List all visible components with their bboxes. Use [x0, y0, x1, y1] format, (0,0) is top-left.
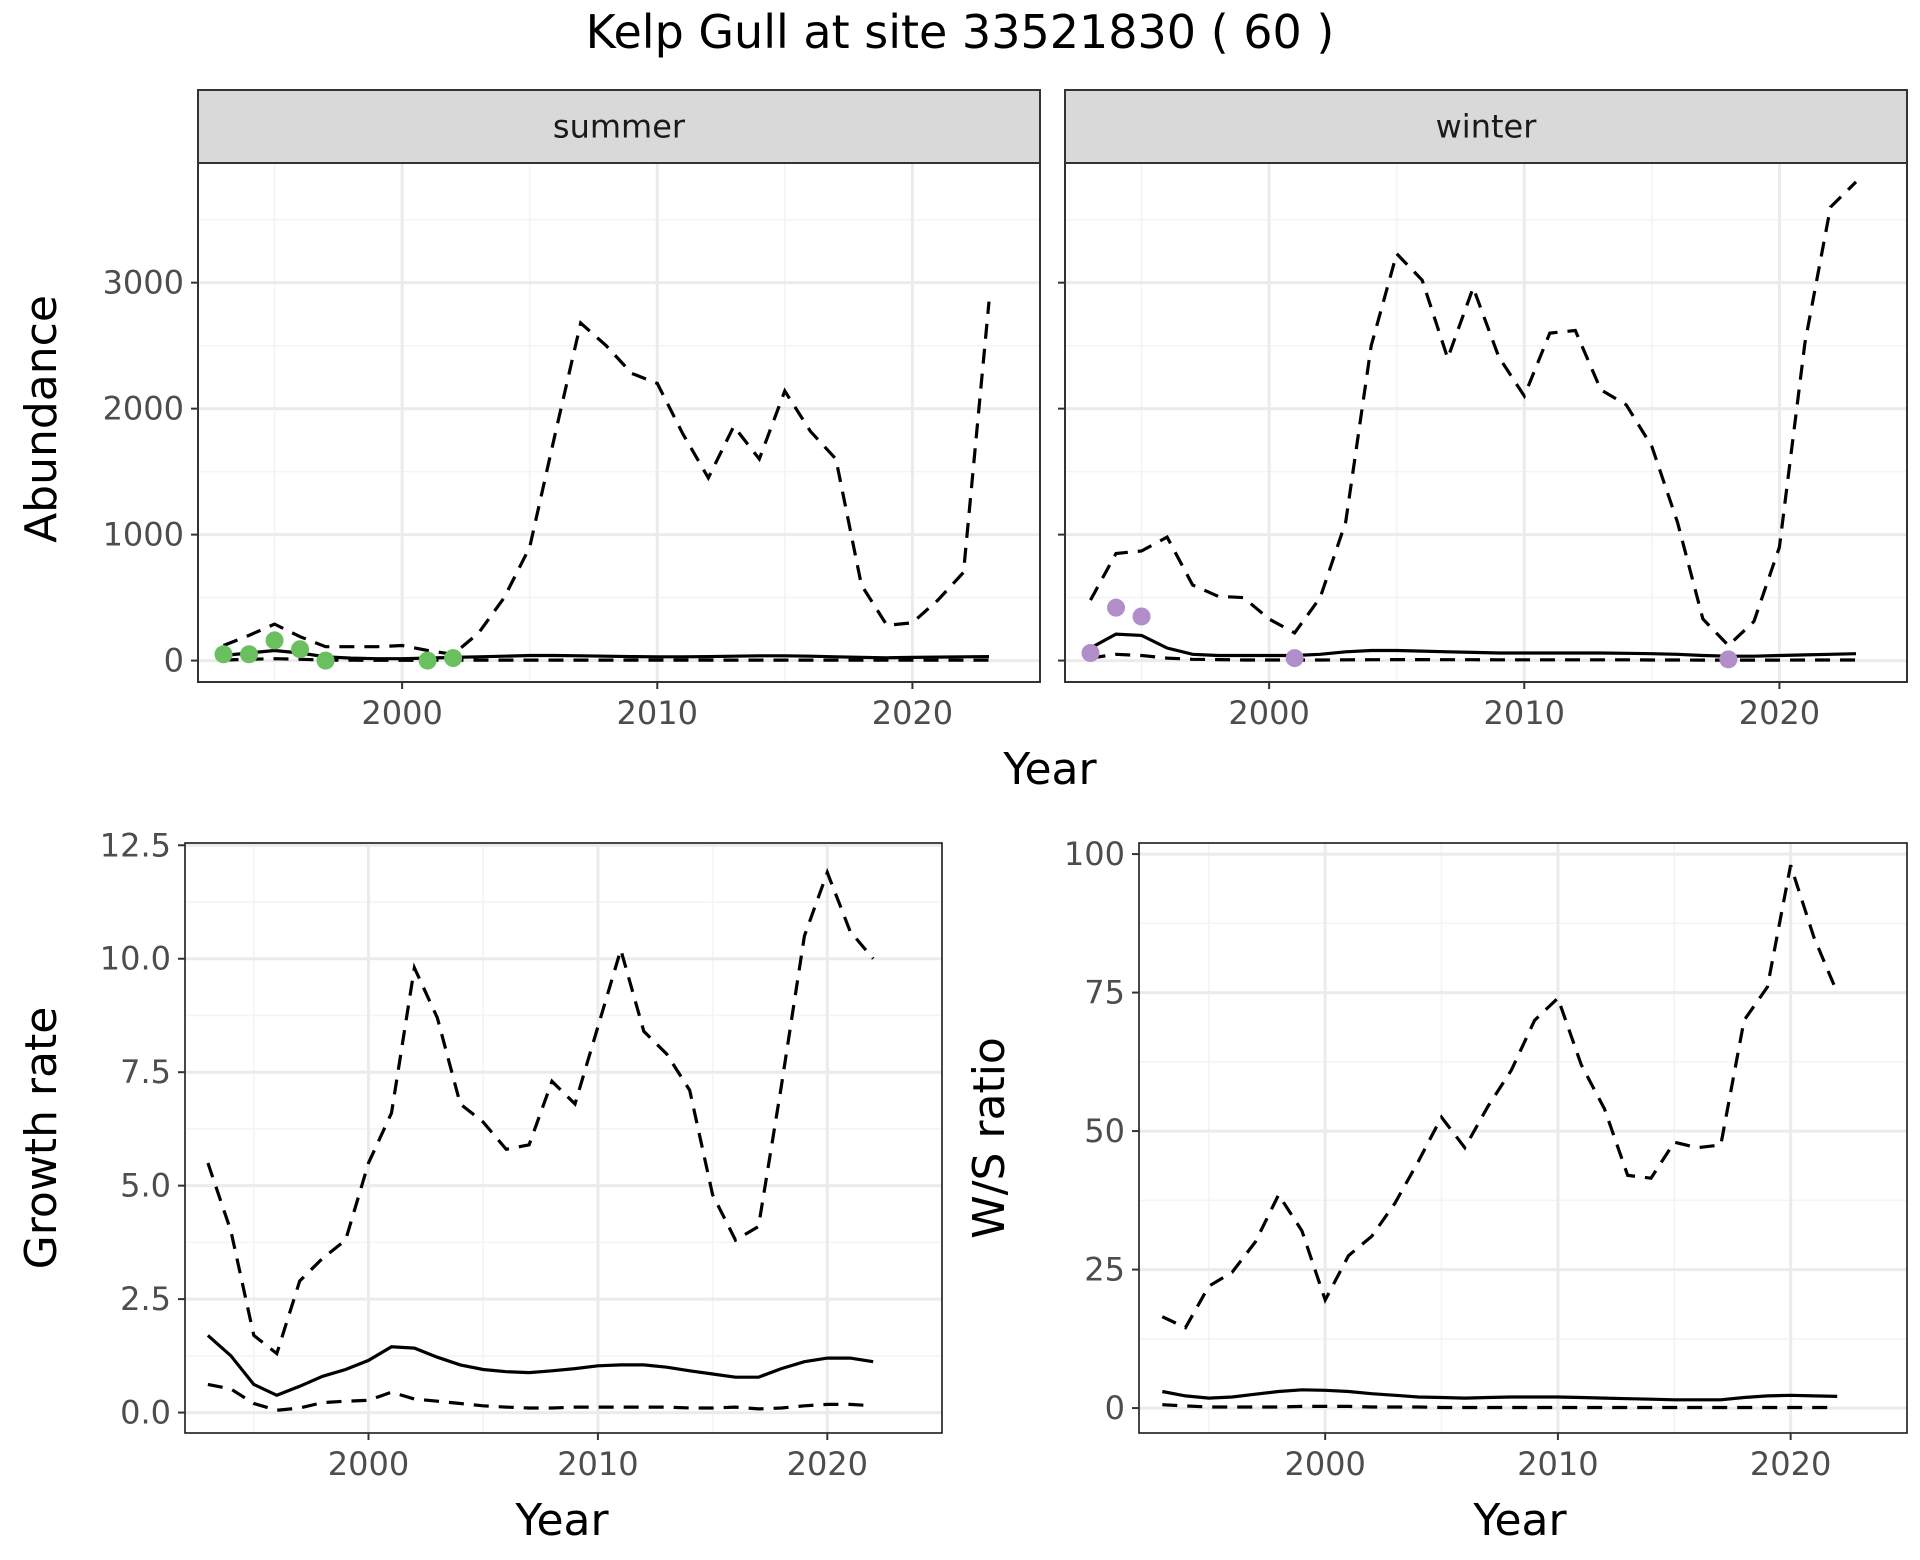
panel-border: [184, 842, 943, 1434]
observed-point: [1081, 644, 1100, 663]
x-tick-label: 2000: [361, 694, 442, 732]
series-estimate-line: [223, 648, 990, 661]
y-tick-label: 10.0: [100, 940, 171, 978]
x-tick-label: 2000: [328, 1445, 409, 1483]
observed-point: [214, 645, 233, 664]
x-tick-label: 2020: [787, 1445, 868, 1483]
figure-title: Kelp Gull at site 33521830 ( 60 ): [586, 5, 1335, 59]
x-tick-label: 2020: [872, 694, 953, 732]
observed-point: [418, 651, 437, 670]
panel-border: [197, 162, 1041, 683]
panel-border: [1138, 842, 1908, 1434]
x-tick-label: 2000: [1228, 694, 1309, 732]
facet-strip: [197, 89, 1041, 164]
x-tick-label: 2010: [1517, 1445, 1598, 1483]
y-tick-label: 12.5: [100, 826, 171, 864]
growth-rate-x-axis-title: Year: [514, 1495, 609, 1546]
x-tick-label: 2010: [557, 1445, 638, 1483]
observed-point: [265, 631, 284, 650]
y-tick-label: 0.0: [120, 1394, 171, 1432]
x-tick-label: 2000: [1284, 1445, 1365, 1483]
y-tick-label: 1000: [103, 516, 184, 554]
growth-rate-panel: 2000 2010 2020 0.0 2.5 5.0 7.5 10.0 12.5: [100, 826, 943, 1483]
series-lower-line: [223, 657, 989, 662]
y-tick-label: 0: [164, 642, 184, 680]
y-tick-label: 75: [1084, 974, 1125, 1012]
y-tick-label: 2000: [103, 390, 184, 428]
y-tick-label: 7.5: [120, 1053, 171, 1091]
observed-point: [240, 645, 259, 664]
y-tick-label: 3000: [103, 264, 184, 302]
y-tick-label: 50: [1084, 1112, 1125, 1150]
x-tick-label: 2010: [1484, 694, 1565, 732]
x-tick-label: 2010: [617, 694, 698, 732]
y-tick-label: 0: [1105, 1389, 1125, 1427]
series-lower-line: [1162, 1403, 1838, 1410]
observed-point: [316, 651, 335, 670]
x-tick-label: 2020: [1750, 1445, 1831, 1483]
observed-point: [291, 640, 310, 659]
series-upper-line: [206, 867, 875, 1357]
ws-ratio-y-axis-title: W/S ratio: [964, 1037, 1015, 1239]
abundance-winter-panel: winter 2000 2010 2020: [1058, 89, 1908, 732]
growth-rate-y-axis-title: Growth rate: [16, 1007, 67, 1270]
series-estimate-line: [1089, 632, 1857, 658]
series-upper-line: [1161, 864, 1839, 1330]
series-estimate-line: [1162, 1388, 1838, 1402]
y-tick-label: 25: [1084, 1251, 1125, 1289]
panel-border: [1064, 162, 1908, 683]
observed-point: [1285, 649, 1304, 668]
y-tick-label: 5.0: [120, 1167, 171, 1205]
facet-strip-label: winter: [1436, 108, 1538, 146]
observed-point: [1132, 607, 1151, 626]
abundance-summer-panel: summer 2000 2010 2020 0 1000 2000 3000: [103, 89, 1041, 732]
facet-strip-label: summer: [553, 108, 686, 146]
abundance-x-axis-title: Year: [1002, 744, 1097, 795]
y-tick-label: 100: [1064, 835, 1125, 873]
observed-point: [1107, 598, 1126, 617]
series-estimate-line: [206, 1334, 874, 1398]
observed-point: [444, 649, 463, 668]
x-tick-label: 2020: [1739, 694, 1820, 732]
y-tick-label: 2.5: [120, 1280, 171, 1318]
series-upper-line: [1089, 180, 1858, 648]
observed-point: [1719, 650, 1738, 669]
series-upper-line: [222, 301, 991, 656]
ws-ratio-x-axis-title: Year: [1472, 1495, 1567, 1546]
ws-ratio-panel: 2000 2010 2020 0 25 50 75 100: [1064, 835, 1908, 1483]
abundance-y-axis-title: Abundance: [16, 295, 67, 543]
series-lower-line: [207, 1382, 874, 1412]
